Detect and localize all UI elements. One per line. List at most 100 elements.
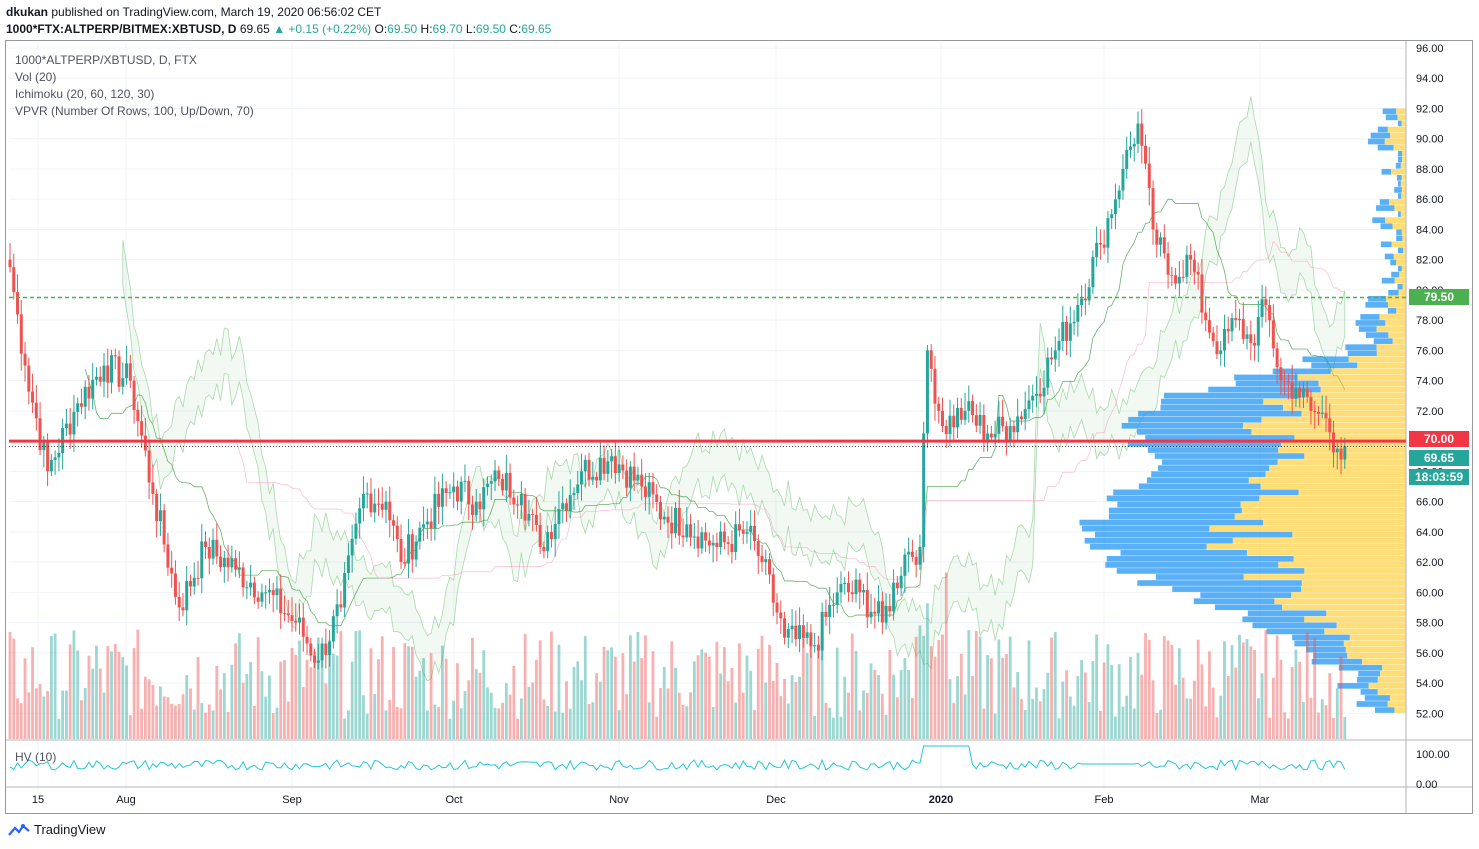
candle-body: [151, 482, 155, 495]
candle-body: [470, 504, 474, 515]
volume-bar: [738, 643, 741, 739]
vpvr-row-up: [1370, 132, 1391, 139]
ichimoku-indicator-label[interactable]: Ichimoku (20, 60, 120, 30): [15, 87, 155, 101]
y-tick-label: 82.00: [1416, 255, 1444, 267]
hv-indicator-label[interactable]: HV (10): [15, 750, 57, 764]
volume-bar: [636, 631, 640, 739]
publish-text: published on TradingView.com, March 19, …: [51, 5, 382, 19]
vpvr-row-down: [1392, 338, 1406, 344]
vpvr-row-down: [1320, 386, 1406, 393]
vpvr-row-up: [1398, 211, 1401, 217]
vpvr-row-down: [1382, 664, 1406, 671]
candle-body: [1065, 321, 1069, 341]
volume-bar: [771, 681, 775, 739]
vpvr-row-down: [1384, 138, 1406, 145]
candle-body: [1106, 218, 1110, 248]
volume-bar: [832, 717, 835, 739]
volume-bar: [279, 661, 283, 739]
volume-bar: [418, 670, 422, 739]
candle-body: [625, 470, 629, 488]
candle-body: [136, 409, 140, 422]
candle-body: [1271, 320, 1275, 349]
volume-bar: [786, 703, 790, 739]
vpvr-indicator-label[interactable]: VPVR (Number Of Rows, 100, Up/Down, 70): [15, 104, 254, 118]
volume-bar: [655, 716, 659, 739]
volume-bar: [373, 693, 377, 739]
x-tick-label: Sep: [282, 794, 302, 806]
candle-body: [31, 391, 35, 403]
open-label: O:: [374, 22, 388, 36]
volume-bar: [388, 699, 392, 739]
volume-bar: [471, 637, 474, 739]
volume-bar: [1023, 709, 1027, 739]
candle-body: [215, 539, 219, 557]
candle-body: [869, 611, 873, 618]
y-tick-label: 86.00: [1416, 194, 1444, 206]
candle-body: [730, 543, 734, 553]
volume-bar: [1339, 656, 1343, 739]
volume-bar: [632, 661, 636, 739]
candle-body: [27, 365, 31, 392]
candle-body: [170, 567, 174, 574]
volume-bar: [49, 635, 53, 739]
vpvr-row-down: [1297, 374, 1406, 381]
candle-body: [1200, 274, 1204, 313]
candle-body: [192, 577, 196, 587]
volume-bar: [200, 703, 204, 739]
candle-body: [1222, 328, 1226, 351]
candle-body: [790, 625, 794, 630]
volume-bar: [572, 666, 576, 739]
vpvr-row-down: [1401, 265, 1406, 272]
candle-body: [655, 494, 659, 503]
candle-body: [1091, 257, 1095, 288]
volume-bar: [989, 658, 993, 739]
x-tick-label: Mar: [1251, 794, 1270, 806]
candle-body: [158, 510, 162, 522]
price-change: ▲ +0.15 (+0.22%): [273, 22, 372, 36]
vpvr-row-up: [1106, 556, 1294, 562]
candle-body: [282, 613, 286, 615]
volume-indicator-label[interactable]: Vol (20): [15, 70, 57, 84]
candle-body: [455, 486, 459, 502]
vpvr-row-down: [1389, 199, 1406, 205]
vpvr-row-down: [1345, 646, 1406, 653]
volume-bar: [1200, 664, 1204, 739]
volume-bar: [222, 673, 226, 739]
volume-bar: [1253, 649, 1256, 739]
footer-brand[interactable]: TradingView: [8, 822, 106, 837]
candle-body: [704, 532, 708, 541]
candle-body: [903, 554, 907, 576]
candle-body: [1260, 299, 1264, 317]
volume-bar: [1072, 705, 1076, 739]
vpvr-row-down: [1390, 168, 1406, 175]
candle-body: [1140, 123, 1144, 146]
volume-bar: [647, 702, 651, 739]
volume-bar: [237, 633, 241, 739]
candle-body: [967, 401, 971, 411]
candle-body: [685, 524, 689, 538]
volume-bar: [256, 637, 260, 739]
volume-bar: [692, 661, 696, 739]
vpvr-row-up: [1360, 314, 1380, 320]
candle-body: [1245, 334, 1249, 339]
vpvr-row-up: [1127, 441, 1282, 447]
candle-body: [346, 555, 350, 573]
candle-body: [523, 494, 527, 521]
volume-bar: [68, 644, 72, 739]
volume-bar: [185, 675, 189, 739]
candle-body: [1128, 146, 1132, 150]
publisher-name[interactable]: dkukan: [6, 5, 49, 19]
volume-bar: [384, 710, 388, 739]
vpvr-row-up: [1313, 652, 1348, 659]
volume-bar: [219, 689, 222, 739]
volume-bar: [1162, 636, 1166, 739]
volume-bar: [707, 656, 711, 739]
candle-body: [1305, 388, 1309, 398]
volume-bar: [561, 712, 565, 739]
volume-bar: [963, 694, 967, 739]
candle-body: [113, 355, 117, 357]
candle-body: [1144, 145, 1148, 164]
candle-body: [1008, 426, 1012, 442]
volume-bar: [1294, 649, 1298, 739]
